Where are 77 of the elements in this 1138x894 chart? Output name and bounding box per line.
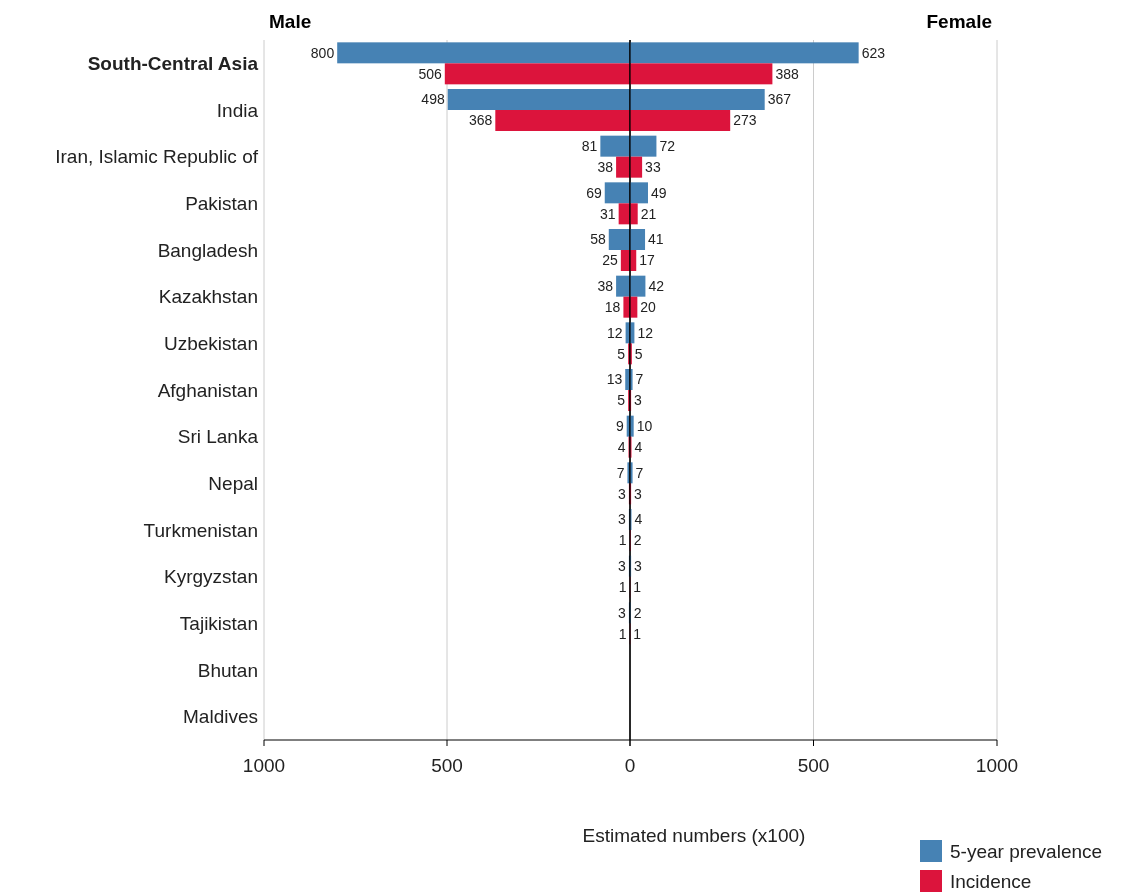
data-label: 1 — [618, 579, 627, 596]
data-label: 38 — [597, 278, 614, 295]
data-label: 4 — [617, 439, 626, 456]
data-label: 1 — [618, 532, 627, 549]
y-tick-label: Tajikistan — [179, 612, 258, 634]
y-tick-label: India — [216, 99, 259, 121]
y-tick-label: Kazakhstan — [158, 286, 258, 308]
data-label: 12 — [607, 324, 623, 341]
data-label: 5 — [634, 345, 643, 362]
y-tick-label: Pakistan — [185, 192, 258, 214]
data-label: 31 — [600, 205, 616, 222]
x-tick-label: 1000 — [242, 755, 286, 776]
data-label: 7 — [635, 464, 644, 481]
data-label: 72 — [659, 138, 676, 155]
data-label: 367 — [767, 91, 792, 108]
y-tick-label: Kyrgyzstan — [164, 566, 258, 588]
data-label: 2 — [633, 532, 642, 549]
x-axis-title: Estimated numbers (x100) — [582, 825, 806, 846]
y-tick-label: Iran, Islamic Republic of — [55, 146, 259, 168]
y-tick-label: Maldives — [183, 706, 258, 728]
data-label: 506 — [418, 65, 443, 82]
data-label: 25 — [602, 252, 619, 269]
y-tick-label: Turkmenistan — [143, 519, 258, 541]
legend-label: Incidence — [950, 870, 1032, 892]
data-label: 388 — [775, 65, 799, 82]
data-label: 10 — [636, 418, 653, 435]
data-label: 1 — [633, 579, 642, 596]
data-label: 4 — [634, 511, 643, 528]
x-tick-label: 1000 — [975, 755, 1019, 776]
x-tick-label: 0 — [624, 755, 636, 776]
data-label: 1 — [618, 625, 627, 642]
data-label: 3 — [634, 392, 643, 409]
y-tick-label: Bangladesh — [157, 239, 258, 261]
data-label: 20 — [640, 299, 657, 316]
data-label: 800 — [310, 44, 335, 61]
y-tick-label: Uzbekistan — [164, 332, 258, 354]
y-tick-label: Afghanistan — [157, 379, 258, 401]
data-label: 17 — [639, 252, 656, 269]
y-tick-label: South-Central Asia — [87, 52, 259, 74]
data-label: 42 — [648, 278, 665, 295]
data-label: 12 — [637, 324, 654, 341]
data-label: 3 — [618, 511, 627, 528]
data-label: 1 — [633, 625, 642, 642]
legend-label: 5-year prevalence — [950, 840, 1103, 862]
data-label: 7 — [616, 464, 625, 481]
data-label: 13 — [606, 371, 623, 388]
data-label: 3 — [634, 558, 643, 575]
data-label: 81 — [581, 138, 598, 155]
data-label: 49 — [650, 184, 667, 201]
data-label: 33 — [645, 159, 661, 176]
data-label: 5 — [617, 392, 626, 409]
data-label: 69 — [586, 184, 602, 201]
x-tick-label: 500 — [797, 755, 830, 776]
data-label: 368 — [468, 112, 493, 129]
data-label: 21 — [640, 205, 657, 222]
x-tick-label: 500 — [431, 755, 463, 776]
data-label: 5 — [617, 345, 626, 362]
data-label: 2 — [633, 604, 642, 621]
data-label: 9 — [615, 418, 624, 435]
data-label: 3 — [634, 485, 643, 502]
y-tick-label: Bhutan — [197, 659, 258, 681]
data-label: 58 — [590, 231, 606, 248]
data-label: 273 — [733, 112, 757, 129]
data-label: 41 — [648, 231, 664, 248]
data-label: 3 — [618, 558, 627, 575]
data-label: 498 — [421, 91, 445, 108]
data-label: 4 — [634, 439, 643, 456]
data-label: 18 — [604, 299, 621, 316]
data-label: 3 — [618, 604, 627, 621]
chart-title: Male — [269, 11, 312, 32]
y-tick-label: Sri Lanka — [177, 426, 259, 448]
data-label: 38 — [597, 159, 614, 176]
chart-title: Female — [926, 11, 992, 32]
data-label: 3 — [618, 485, 627, 502]
data-label: 7 — [635, 371, 644, 388]
y-tick-label: Nepal — [208, 472, 258, 494]
data-label: 623 — [861, 44, 886, 61]
